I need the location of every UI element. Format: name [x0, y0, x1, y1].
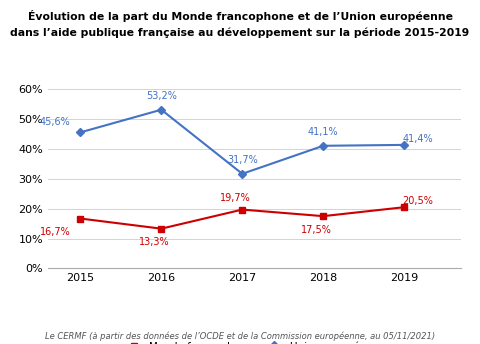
Text: 19,7%: 19,7% [220, 193, 251, 203]
Text: 20,5%: 20,5% [403, 196, 433, 206]
Text: 16,7%: 16,7% [40, 227, 71, 237]
Text: Le CERMF (à partir des données de l’OCDE et de la Commission européenne, au 05/1: Le CERMF (à partir des données de l’OCDE… [45, 331, 435, 341]
Text: 17,5%: 17,5% [301, 225, 332, 235]
Text: Évolution de la part du Monde francophone et de l’Union européenne
dans l’aide p: Évolution de la part du Monde francophon… [11, 10, 469, 38]
Text: 45,6%: 45,6% [40, 117, 71, 127]
Text: 53,2%: 53,2% [146, 90, 177, 100]
Legend: Monde francophone, Union européenne: Monde francophone, Union européenne [119, 337, 390, 344]
Text: 13,3%: 13,3% [139, 237, 170, 247]
Text: 41,1%: 41,1% [308, 127, 338, 137]
Text: 31,7%: 31,7% [227, 155, 258, 165]
Text: 41,4%: 41,4% [403, 134, 433, 144]
